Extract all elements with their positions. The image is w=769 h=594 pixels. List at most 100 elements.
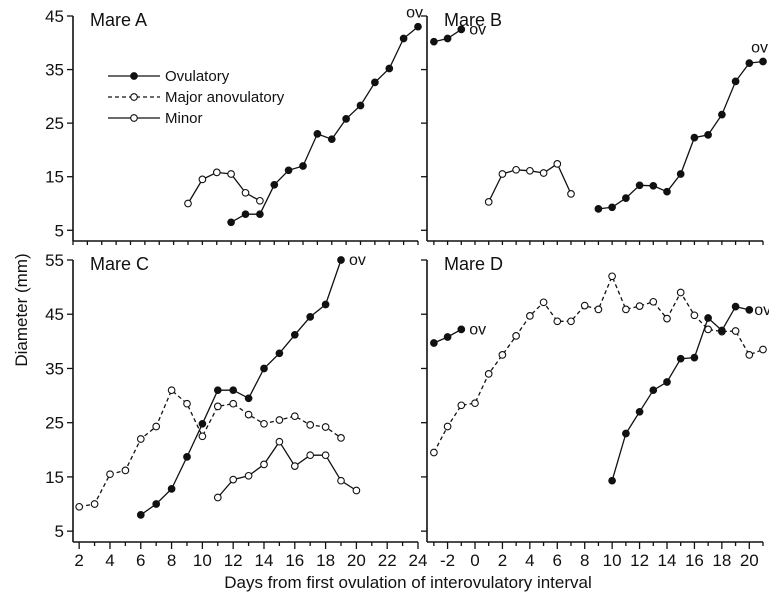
data-point [260,460,268,469]
data-point [443,34,452,43]
y-tick-label: 45 [45,305,64,324]
data-point [321,300,330,309]
series-line [217,440,357,498]
series-minor [184,168,264,208]
data-point [676,288,685,297]
data-point [152,422,161,431]
data-point [567,190,575,198]
data-point [241,188,250,197]
x-tick-label: 10 [193,551,212,570]
data-point [356,101,365,110]
data-point [759,57,767,66]
x-axis-title: Days from first ovulation of interovulat… [224,573,592,592]
data-point [306,421,315,429]
data-point [690,311,699,320]
x-tick-label: 22 [378,551,397,570]
data-point [471,399,479,408]
y-tick-label: 5 [55,522,64,541]
legend-marker [130,93,138,101]
data-point [290,330,299,339]
x-tick-label: 16 [685,551,704,570]
x-tick-label: 8 [167,551,176,570]
data-point [635,181,644,190]
data-point [167,386,176,395]
data-point [229,399,238,408]
data-point [649,386,658,395]
data-point [539,298,548,307]
x-tick-label: 20 [740,551,759,570]
data-point [352,486,361,495]
x-tick-label: 8 [580,551,589,570]
x-tick-label: 20 [347,551,366,570]
series-ovulatory: ov [430,321,486,347]
series-ovulatory: ov [594,40,768,213]
data-point [284,166,293,175]
data-point [457,325,466,334]
data-point [608,476,616,485]
data-point [152,500,161,508]
data-point [745,306,754,314]
data-point [213,402,222,411]
y-tick-label: 25 [45,114,64,133]
data-point [306,313,315,321]
data-point [553,160,562,168]
panel-title: Mare B [444,10,502,30]
data-point [635,302,644,310]
data-point [526,312,534,320]
data-point [731,302,740,311]
data-point [676,354,685,363]
data-point [327,135,336,144]
data-point [244,394,253,403]
series-line [230,26,419,223]
data-point [241,210,250,219]
panel-mare-d: -2 0 2 4 6 8 10 12 14 16 18 20 Mare D ov ov [421,254,769,570]
data-point [290,462,299,470]
data-point [649,297,658,306]
x-tick-label: 2 [498,551,507,570]
data-point [321,451,330,460]
data-point [213,386,222,395]
data-point [385,64,394,73]
ov-label: ov [751,40,768,57]
ov-label: ov [406,5,423,22]
legend-label: Minor [165,110,203,127]
data-point [443,333,452,341]
data-point [663,378,671,386]
ov-label: ov [754,302,769,319]
data-point [136,511,145,519]
data-point [594,305,603,314]
data-point [512,165,520,174]
data-point [430,448,438,457]
data-point [635,407,644,416]
data-point [512,332,520,340]
data-point [608,203,616,212]
x-tick-label: 10 [603,551,622,570]
legend-entry-minor: Minor [108,110,203,127]
data-point [663,187,671,196]
series-line [611,305,750,481]
data-point [745,59,754,67]
data-point [690,353,699,362]
data-point [213,493,222,502]
data-point [718,110,726,119]
y-tick-label: 45 [45,7,64,26]
data-point [275,437,284,446]
legend-marker [130,72,138,80]
data-point [414,22,422,31]
data-point [184,199,192,208]
data-point [229,386,238,395]
y-tick-label: 5 [55,221,64,240]
ov-label: ov [469,321,486,338]
data-point [342,115,350,123]
data-point [594,205,603,213]
data-point [75,502,84,511]
data-point [337,256,345,264]
data-point [212,168,221,177]
panel-title: Mare C [90,254,149,274]
data-point [430,339,438,347]
y-tick-label: 55 [45,251,64,270]
data-point [229,475,238,484]
